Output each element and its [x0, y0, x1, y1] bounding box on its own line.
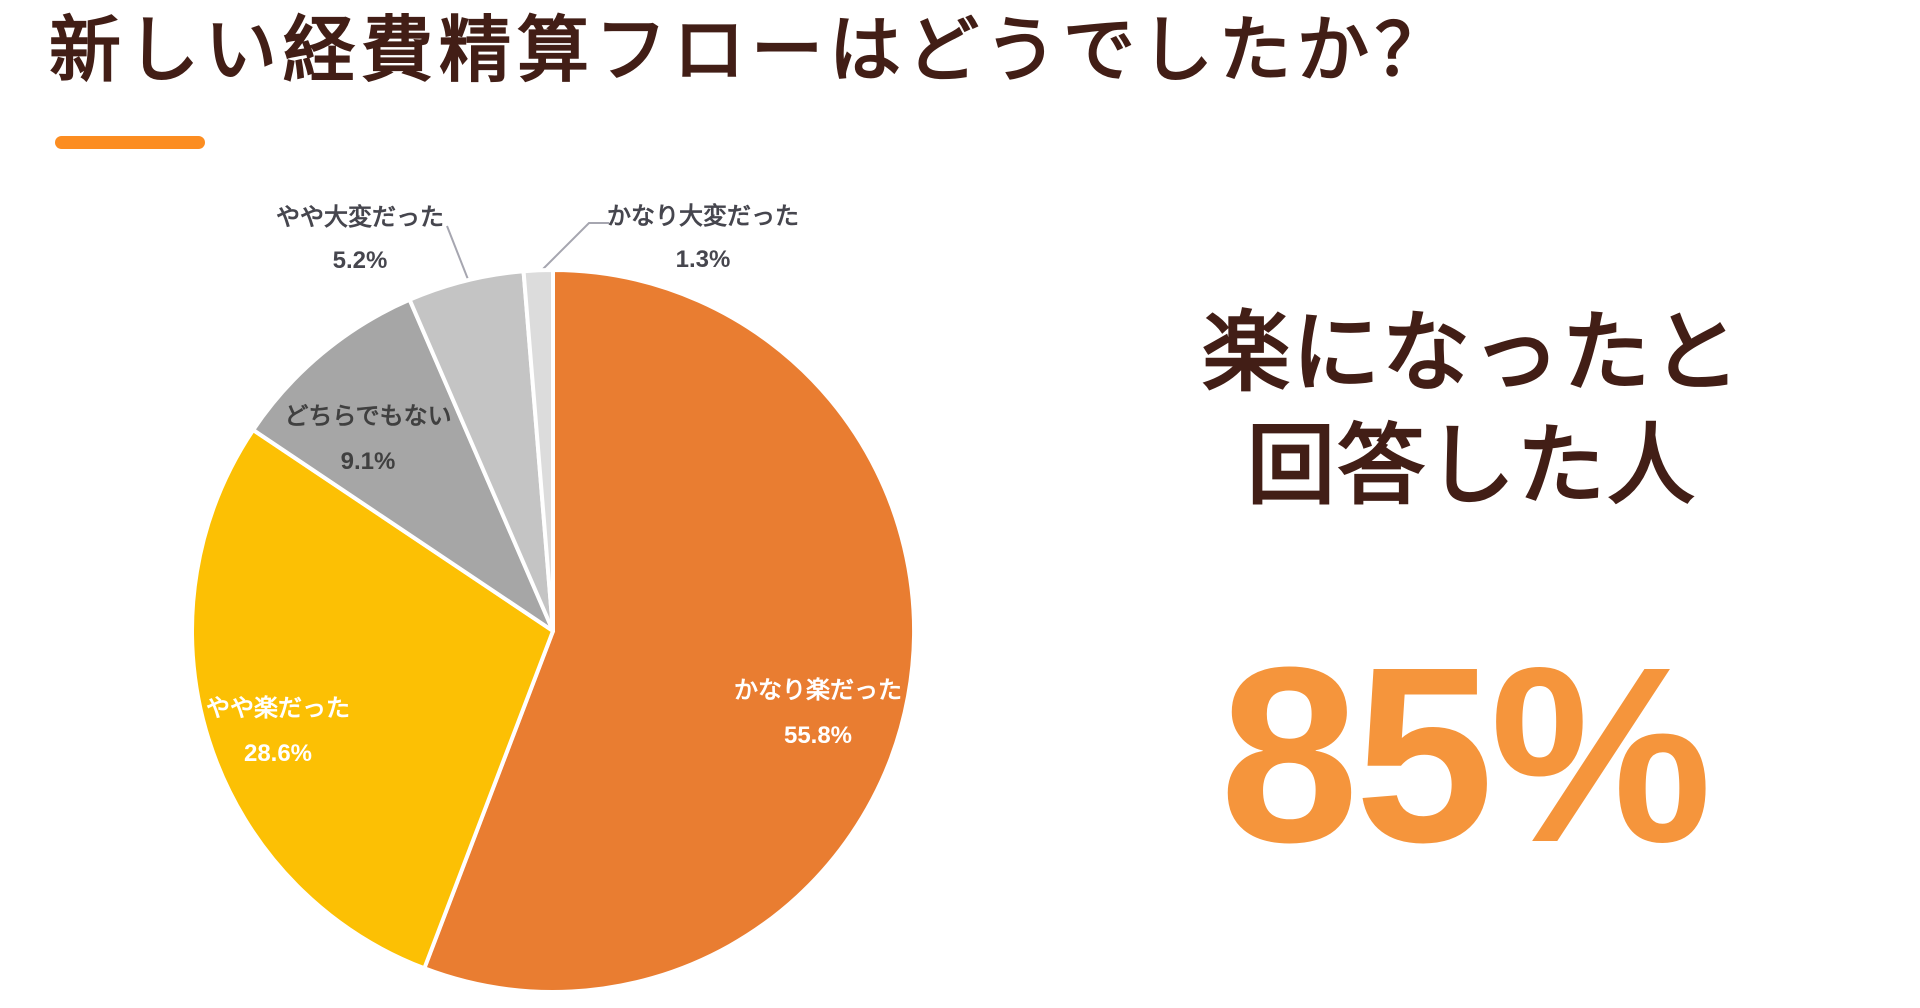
- pie-label-percent: 9.1%: [340, 448, 396, 475]
- callout-value: 85%: [1219, 615, 1712, 894]
- pie-slice-1: [190, 427, 555, 971]
- pie-slice-4: [521, 268, 555, 633]
- pie-label-category: かなり楽だった: [734, 677, 902, 704]
- pie-slice-2: [251, 297, 555, 633]
- pie-label-dochirademonai: どちらでもない 9.1%: [284, 394, 451, 484]
- pie-label-category: やや大変だった: [276, 204, 444, 231]
- callout-headline-line1: 楽になったと: [1201, 303, 1743, 402]
- pie-label-percent: 55.8%: [783, 722, 853, 749]
- pie-label-yaya-taihen: やや大変だった 5.2%: [276, 196, 444, 282]
- pie-label-yaya-raku: やや楽だった 28.6%: [206, 686, 350, 776]
- pie-label-percent: 5.2%: [332, 247, 388, 274]
- pie-label-category: やや楽だった: [206, 695, 350, 722]
- pie-label-category: どちらでもない: [284, 403, 452, 430]
- leader-line-kanari-taihen: [542, 222, 609, 270]
- leader-line-yaya-taihen: [446, 225, 472, 288]
- pie-label-kanari-raku: かなり楽だった 55.8%: [734, 668, 902, 758]
- pie-label-percent: 28.6%: [243, 740, 313, 767]
- pie-label-kanari-taihen: かなり大変だった 1.3%: [607, 195, 799, 281]
- title-underline-accent: [55, 136, 205, 149]
- pie-label-category: かなり大変だった: [607, 203, 799, 230]
- callout-headline: 楽になったと 回答した人: [1202, 296, 1742, 522]
- callout-headline-line2: 回答した人: [1246, 416, 1698, 515]
- pie-slice-0: [422, 268, 916, 994]
- pie-label-percent: 1.3%: [675, 246, 731, 273]
- page-title: 新しい経費精算フローはどうでしたか？: [49, 11, 1454, 91]
